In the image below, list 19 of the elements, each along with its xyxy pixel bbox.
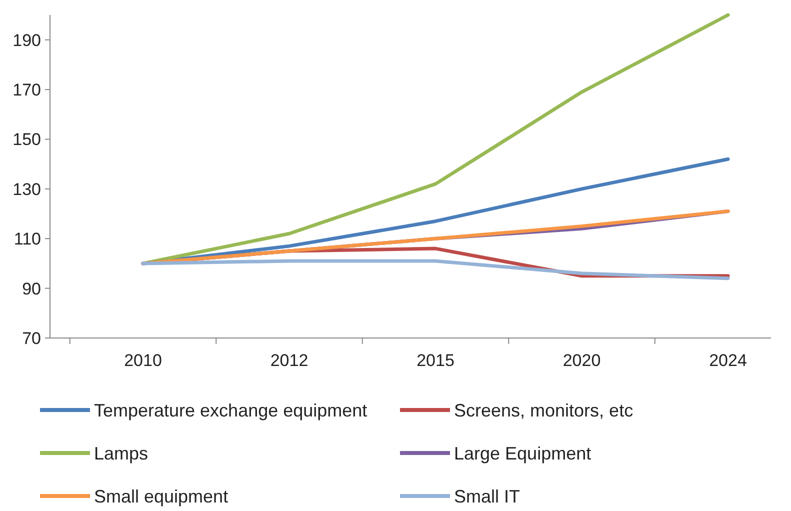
y-tick-label: 170 [12, 80, 41, 100]
x-tick-label: 2010 [124, 351, 162, 370]
x-tick-label: 2015 [416, 351, 454, 370]
y-tick-label: 70 [22, 328, 41, 348]
y-tick-label: 190 [12, 30, 41, 50]
x-tick-label: 2020 [562, 351, 601, 370]
legend-label: Small equipment [94, 486, 228, 506]
y-tick-label: 110 [14, 230, 41, 249]
legend-label: Screens, monitors, etc [454, 400, 634, 420]
y-tick-label: 150 [12, 130, 41, 150]
legend-label: Temperature exchange equipment [94, 400, 368, 420]
y-tick-label: 90 [22, 279, 41, 298]
legend-label: Large Equipment [454, 443, 592, 464]
line-series [141, 259, 730, 280]
y-tick-label: 130 [12, 180, 41, 199]
x-tick-label: 2012 [270, 351, 308, 370]
legend-label: Small IT [454, 486, 520, 506]
x-tick-label: 2024 [709, 351, 747, 370]
legend-label: Lamps [94, 443, 148, 464]
